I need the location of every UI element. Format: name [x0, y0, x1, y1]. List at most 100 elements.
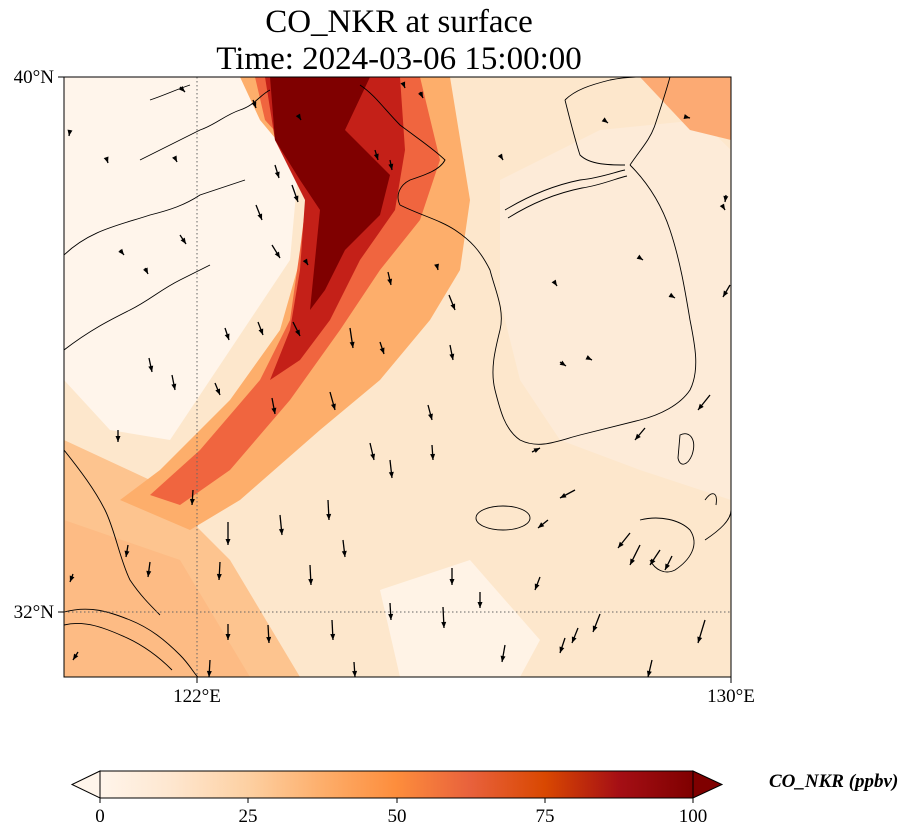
- wind-arrow-head: [630, 558, 635, 565]
- wind-arrow-head: [428, 413, 433, 420]
- wind-arrow-head: [370, 453, 376, 460]
- wind-arrow-head: [559, 360, 566, 366]
- lat-label-32n: 32°N: [14, 602, 55, 623]
- wind-arrow-head: [646, 670, 652, 677]
- wind-arrow-head: [146, 570, 152, 577]
- map-frame: [63, 76, 732, 678]
- colorbar-title: CO_NKR (ppbv): [769, 771, 899, 792]
- plume-core: [270, 77, 390, 310]
- wind-arrow-head: [388, 163, 394, 170]
- korea-border-2: [507, 175, 628, 219]
- wind-arrow-head: [274, 251, 280, 258]
- colorbar-extend-min: [70, 770, 101, 799]
- coast-liaodong: [359, 84, 446, 206]
- colorbar-extend-max: [692, 770, 724, 799]
- jeju-island: [475, 505, 531, 531]
- map-plot-area: [64, 77, 731, 677]
- wind-arrow-head: [500, 655, 506, 662]
- wind-arrow-head: [449, 353, 455, 360]
- wind-arrow-head: [293, 195, 299, 202]
- cb-label-25: 25: [239, 806, 258, 827]
- wind-arrow-head: [560, 492, 567, 498]
- field-ne: [640, 77, 731, 140]
- colorbar-gradient: [100, 771, 693, 798]
- wind-arrow-head: [171, 383, 177, 390]
- wind-arrow-head: [585, 355, 592, 360]
- wind-arrow-head: [665, 563, 670, 570]
- cb-label-0: 0: [95, 806, 105, 827]
- wind-arrow-head: [723, 195, 729, 202]
- wind-arrow-head: [225, 539, 231, 545]
- wind-arrow-head: [206, 670, 212, 677]
- wind-arrow-head: [697, 636, 703, 643]
- korea-border-1: [504, 169, 626, 211]
- wind-arrow-head: [668, 292, 675, 298]
- islet-ne: [704, 493, 717, 506]
- axis-ticks: [58, 76, 732, 683]
- wind-arrow-head: [295, 113, 301, 120]
- wind-arrow-head: [215, 388, 220, 395]
- wind-arrow-head: [636, 254, 643, 260]
- wind-arrow-head: [719, 203, 725, 210]
- wind-arrow-head: [723, 290, 729, 297]
- wind-arrow-head: [326, 513, 332, 520]
- wind-arrow-head: [388, 613, 394, 620]
- wind-arrow-head: [330, 403, 336, 410]
- wind-arrow-head: [143, 267, 148, 274]
- wind-arrow-head: [418, 91, 423, 98]
- wind-arrow-head: [115, 436, 121, 442]
- wind-arrow-head: [180, 237, 186, 244]
- wind-arrow-head: [497, 153, 503, 160]
- wind-arrow-head: [379, 347, 385, 354]
- wind-arrow-head: [430, 453, 436, 460]
- coast-east-korea-bay: [564, 99, 626, 166]
- wind-arrow-head: [274, 171, 280, 178]
- wind-arrow-head: [189, 498, 195, 505]
- map-title-line2: Time: 2024-03-06 15:00:00: [216, 41, 582, 77]
- wind-arrow-head: [308, 578, 314, 585]
- wind-arrow-head: [251, 101, 257, 108]
- coast-inland-line: [64, 264, 211, 351]
- wind-arrow-head: [118, 248, 124, 255]
- cb-label-100: 100: [679, 806, 708, 827]
- kyushu-coast: [639, 517, 695, 573]
- coast-yangtze-north: [64, 608, 199, 677]
- wind-arrow-head: [434, 263, 439, 270]
- cb-label-50: 50: [388, 806, 407, 827]
- wind-arrow-head: [533, 448, 540, 453]
- field-clean-south: [380, 560, 540, 677]
- wind-arrow-head: [349, 341, 355, 348]
- wind-arrow-head: [271, 407, 277, 414]
- coast-jiangsu: [64, 449, 161, 616]
- coast-yangtze-south: [64, 623, 173, 671]
- wind-arrow-head: [387, 278, 393, 285]
- coast-korea-east: [629, 77, 671, 166]
- wind-arrow-head: [302, 258, 308, 265]
- wind-arrow-head: [352, 670, 358, 677]
- wind-arrow-head: [278, 528, 284, 535]
- coast-liaodong-tip: [149, 84, 191, 101]
- wind-arrow-head: [635, 433, 641, 440]
- lon-label-130e: 130°E: [707, 686, 755, 707]
- lat-label-40n: 40°N: [14, 67, 55, 88]
- coast-bohai: [139, 89, 271, 161]
- wind-arrow-head: [295, 329, 300, 336]
- wind-arrow-head: [534, 583, 540, 590]
- wind-arrow-head: [148, 365, 154, 372]
- wind-arrow-head: [477, 602, 483, 608]
- wind-arrow-head: [571, 636, 577, 643]
- wind-arrow-head: [69, 575, 75, 582]
- wind-arrow-head: [538, 522, 545, 528]
- coast-korea-west: [399, 164, 697, 445]
- wind-arrow-head: [103, 156, 109, 163]
- wind-arrow-head: [172, 155, 177, 162]
- wind-arrow-head: [73, 653, 79, 660]
- tsushima-island: [677, 433, 695, 465]
- field-korea: [500, 120, 731, 500]
- wind-arrow-head: [650, 558, 656, 565]
- wind-arrow-head: [67, 129, 73, 136]
- wind-arrow-head: [373, 153, 379, 160]
- wind-arrow-head: [618, 541, 624, 548]
- wind-arrow-head: [330, 633, 336, 640]
- wind-arrow-head: [258, 328, 264, 335]
